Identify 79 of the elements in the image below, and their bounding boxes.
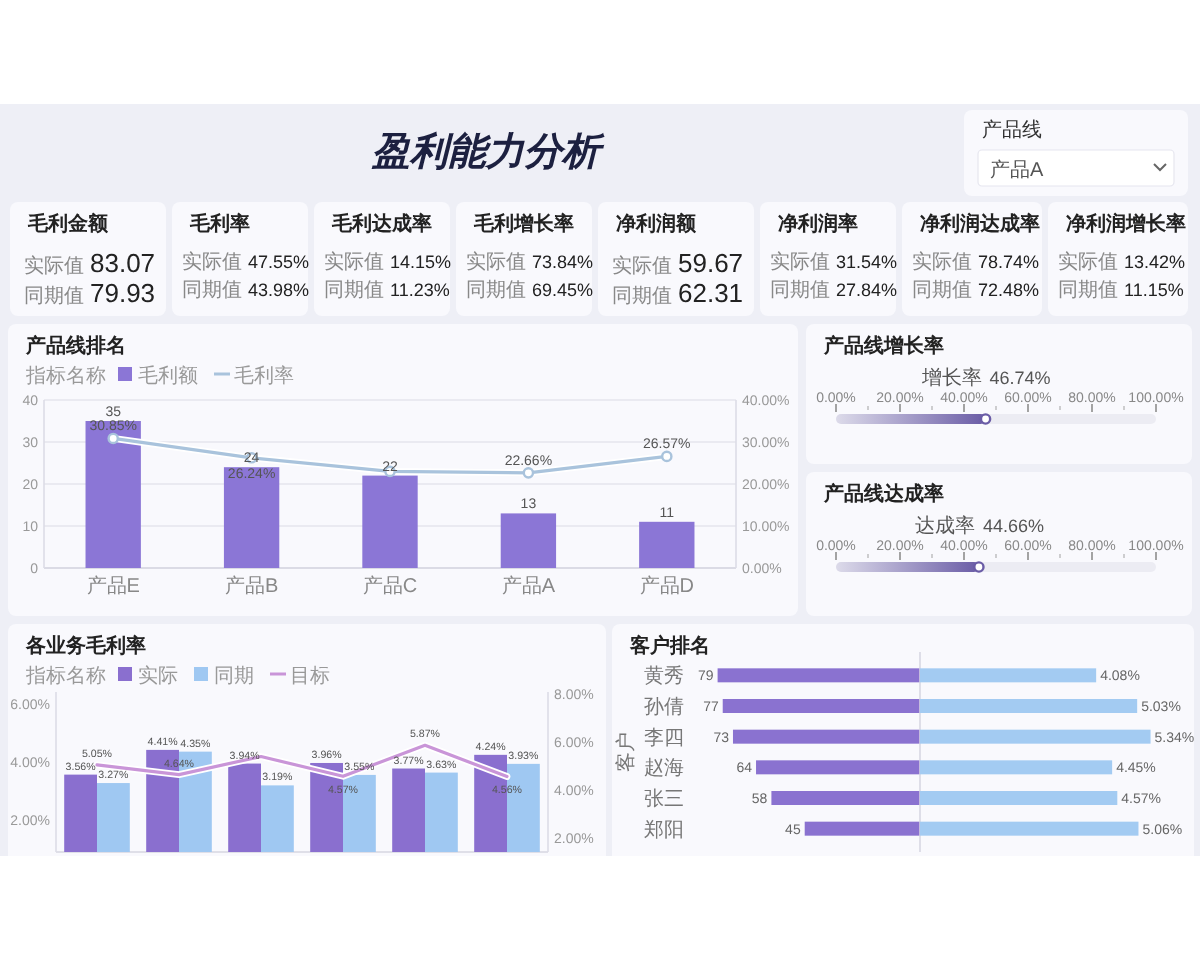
data-label: 46.74% (989, 368, 1051, 388)
point (661, 450, 673, 463)
chart-title: 产品线排名 (24, 334, 126, 358)
text: 产品A (990, 158, 1044, 182)
y-tick-label: 张三 (644, 787, 684, 811)
text: 实际值 (770, 250, 830, 274)
text: 78.74% (978, 252, 1040, 272)
bar (223, 467, 280, 568)
text: 79.93 (90, 278, 156, 308)
text: 实际值 (182, 250, 242, 274)
text: 同期值 (324, 278, 384, 302)
y-tick-label: 增长率 (919, 366, 982, 390)
y-tick-label: 黄秀 (644, 664, 684, 689)
text: 净利润额 (616, 212, 698, 236)
text: 实际值 (612, 254, 672, 278)
point (522, 467, 535, 479)
text: 13.42% (1124, 252, 1186, 272)
text: 47.55% (248, 252, 310, 272)
point (107, 432, 119, 445)
text: 59.67 (678, 248, 744, 278)
x-tick-label: 产品D (639, 574, 695, 598)
text: 69.45% (532, 280, 594, 300)
bar (85, 421, 141, 568)
text: 同期值 (182, 278, 242, 302)
legend-label: 目标 (290, 664, 330, 688)
text: 同期值 (770, 278, 830, 302)
legend-title: 指标名称 (24, 664, 106, 688)
x-tick-label: 产品C (362, 574, 418, 598)
text: 毛利金额 (26, 212, 110, 236)
bar (500, 513, 557, 568)
text: 73.84% (532, 252, 594, 272)
legend-label: 毛利率 (234, 364, 294, 388)
x-tick-label: 产品B (224, 574, 279, 598)
text: 72.48% (978, 280, 1040, 300)
text: 毛利增长率 (472, 212, 574, 236)
text: 实际值 (24, 254, 84, 278)
text: 27.84% (836, 280, 898, 300)
y-tick-label: 达成率 (914, 514, 975, 538)
text: 11.15% (1124, 280, 1184, 300)
legend-label: 毛利额 (138, 364, 198, 388)
text: 11.23% (390, 280, 450, 300)
text: 同期值 (466, 278, 526, 302)
text: 实际值 (912, 250, 972, 274)
text: 83.07 (90, 248, 156, 278)
text: 净利润增长率 (1066, 212, 1186, 236)
text: 同期值 (24, 284, 84, 308)
text: 净利润率 (778, 212, 858, 236)
bar (362, 475, 418, 568)
text: 62.31 (678, 278, 744, 308)
y-tick-label: 李四 (644, 725, 684, 750)
y-tick-label: 赵海 (644, 756, 684, 781)
chart-title: 客户排名 (628, 634, 710, 658)
y-axis-title: 客户 (614, 732, 638, 772)
legend-label: 同期 (214, 664, 254, 688)
x-tick-label: 产品A (501, 574, 556, 598)
text: 实际值 (324, 250, 384, 274)
y-tick-label: 孙倩 (644, 695, 684, 719)
text: 产品线达成率 (822, 482, 944, 506)
text: 实际值 (1058, 250, 1118, 274)
text: 14.15% (390, 252, 452, 272)
text: 净利润达成率 (920, 212, 1040, 236)
text: 产品线增长率 (822, 334, 944, 358)
bar (639, 521, 695, 568)
legend-label: 实际 (138, 664, 178, 688)
data-label: 44.66% (982, 516, 1044, 536)
text: 43.98% (248, 280, 310, 300)
text: 实际值 (466, 250, 526, 274)
text: 盈利能力分析 (370, 130, 606, 174)
text: 同期值 (1058, 278, 1118, 302)
text: 毛利率 (188, 212, 250, 236)
chart-title: 各业务毛利率 (24, 634, 146, 658)
text: 毛利达成率 (330, 212, 432, 236)
text: 同期值 (612, 284, 672, 308)
text: 同期值 (912, 278, 972, 302)
x-tick-label: 产品E (86, 574, 141, 598)
text: 产品线 (982, 118, 1042, 142)
y-tick-label: 郑阳 (644, 817, 684, 842)
legend-title: 指标名称 (24, 364, 106, 388)
text: 31.54% (836, 252, 898, 272)
